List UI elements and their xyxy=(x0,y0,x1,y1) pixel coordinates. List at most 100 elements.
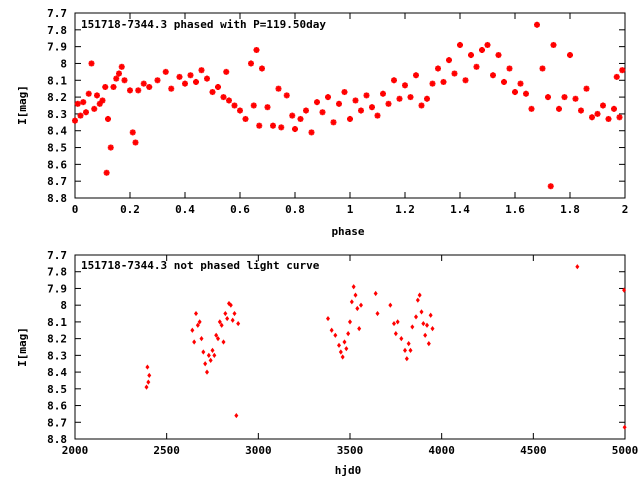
unphased-data-point xyxy=(359,302,363,308)
phased-data-point xyxy=(325,94,331,101)
phased-data-point xyxy=(116,70,122,77)
phased-data-point xyxy=(118,63,125,70)
phased-data-point xyxy=(168,85,175,92)
unphased-data-point xyxy=(223,310,228,317)
phased-points xyxy=(72,21,626,190)
phased-y-ticks: 7.7 7.8 7.9 8 8.1 8.2 8.3 8.4 8.5 8.6 8.7 8.8 xyxy=(47,7,625,205)
phased-data-point xyxy=(605,115,612,122)
unphased-y-tick-label: 8.1 xyxy=(47,316,67,329)
unphased-data-point xyxy=(423,332,428,338)
phased-data-point xyxy=(619,67,626,74)
unphased-data-point xyxy=(415,297,420,303)
unphased-data-point xyxy=(344,346,349,352)
phased-y-tick-label: 8.5 xyxy=(47,142,67,155)
unphased-data-point xyxy=(426,341,431,347)
phased-data-point xyxy=(135,87,142,94)
unphased-data-point xyxy=(228,302,233,308)
unphased-data-point xyxy=(208,357,213,363)
phased-data-point xyxy=(162,68,169,75)
phased-data-point xyxy=(523,90,529,97)
phased-data-point xyxy=(107,144,114,151)
phased-data-point xyxy=(407,94,414,101)
unphased-x-tick-label: 3000 xyxy=(245,444,272,457)
unphased-data-point xyxy=(428,312,433,318)
phased-data-point xyxy=(347,115,353,122)
phased-data-point xyxy=(613,73,620,80)
phased-data-point xyxy=(462,77,469,84)
phased-data-point xyxy=(435,65,441,72)
phased-data-point xyxy=(501,78,507,85)
phased-data-point xyxy=(303,107,309,114)
unphased-data-point xyxy=(337,342,341,348)
unphased-data-point xyxy=(205,369,209,375)
unphased-data-point xyxy=(340,354,345,360)
phased-data-point xyxy=(88,60,95,67)
phased-data-point xyxy=(187,72,194,79)
unphased-y-tick-label: 7.9 xyxy=(47,282,67,295)
phased-data-point xyxy=(270,122,276,129)
unphased-data-point xyxy=(197,319,202,325)
phased-data-point xyxy=(292,126,298,133)
unphased-data-point xyxy=(408,347,413,353)
phased-y-axis-title: I[mag] xyxy=(16,85,29,125)
phased-data-point xyxy=(429,80,436,87)
phased-x-tick-label: 0.4 xyxy=(175,203,195,216)
unphased-points xyxy=(144,264,627,430)
unphased-data-point xyxy=(194,310,198,317)
unphased-x-ticks: 2000 2500 3000 3500 4000 4500 5000 xyxy=(62,255,638,457)
phased-data-point xyxy=(341,89,348,96)
phased-data-point xyxy=(572,95,579,102)
phased-data-point xyxy=(583,85,590,92)
phased-data-point xyxy=(198,67,205,74)
unphased-data-point xyxy=(419,309,424,315)
phased-data-point xyxy=(248,60,254,67)
phased-data-point xyxy=(94,92,100,99)
phased-data-point xyxy=(308,129,315,136)
unphased-data-point xyxy=(430,326,435,332)
unphased-x-tick-label: 4500 xyxy=(520,444,547,457)
phased-data-point xyxy=(380,90,386,97)
unphased-y-tick-label: 8.7 xyxy=(47,416,67,429)
phased-data-point xyxy=(457,41,463,48)
unphased-data-point xyxy=(338,349,343,355)
unphased-data-point xyxy=(329,327,334,333)
phased-data-point xyxy=(80,99,87,106)
unphased-y-tick-label: 8.2 xyxy=(47,333,67,346)
phased-data-point xyxy=(358,107,364,114)
phased-data-point xyxy=(72,117,78,124)
unphased-data-point xyxy=(342,339,347,345)
phased-chart: 7.77.87.988.18.28.38.48.58.68.78.8 0 0.2 0… xyxy=(16,7,628,238)
phased-data-point xyxy=(534,21,540,28)
unphased-x-tick-label: 2500 xyxy=(153,444,180,457)
phased-data-point xyxy=(539,65,546,72)
unphased-x-tick-label: 4000 xyxy=(428,444,455,457)
unphased-data-point xyxy=(351,284,356,290)
unphased-data-point xyxy=(346,331,351,337)
unphased-data-point xyxy=(393,331,398,337)
unphased-chart-title: 151718-7344.3 not phased light curve xyxy=(81,259,320,272)
phased-data-point xyxy=(561,94,568,101)
unphased-data-point xyxy=(375,310,380,317)
phased-y-tick-label: 7.9 xyxy=(47,41,67,54)
phased-y-tick-label: 7.7 xyxy=(47,7,67,20)
phased-data-point xyxy=(396,95,403,102)
phased-data-point xyxy=(259,65,265,72)
unphased-data-point xyxy=(201,349,206,355)
phased-x-tick-label: 1.8 xyxy=(560,203,580,216)
phased-data-point xyxy=(264,104,271,111)
unphased-data-point xyxy=(214,332,219,338)
unphased-data-point xyxy=(622,424,627,430)
unphased-data-point xyxy=(206,352,211,358)
unphased-x-tick-label: 3500 xyxy=(337,444,364,457)
phased-data-point xyxy=(418,102,425,109)
phased-data-point xyxy=(99,97,106,104)
phased-x-ticks: 0 0.2 0.4 0.6 0.8 1 1.2 1.4 1.6 1.8 2 xyxy=(72,13,628,216)
unphased-data-point xyxy=(221,339,226,345)
phased-data-point xyxy=(473,63,480,70)
unphased-y-tick-label: 8 xyxy=(60,299,67,312)
phased-y-tick-label: 8 xyxy=(60,57,67,70)
unphased-data-point xyxy=(410,324,415,330)
unphased-data-point xyxy=(225,315,230,322)
phased-y-tick-label: 7.8 xyxy=(47,24,67,37)
